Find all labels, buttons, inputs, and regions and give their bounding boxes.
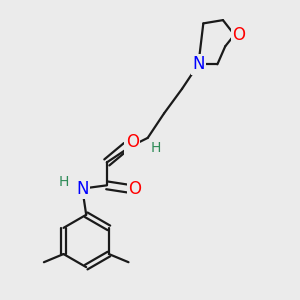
Text: O: O: [128, 180, 141, 198]
Text: H: H: [59, 175, 70, 189]
Text: H: H: [151, 141, 161, 155]
Text: N: N: [76, 180, 88, 198]
Text: O: O: [126, 133, 139, 151]
Text: O: O: [232, 26, 245, 44]
Text: N: N: [192, 55, 205, 73]
Text: N: N: [125, 137, 138, 155]
